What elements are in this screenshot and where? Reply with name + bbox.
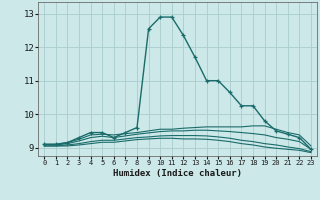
X-axis label: Humidex (Indice chaleur): Humidex (Indice chaleur): [113, 169, 242, 178]
